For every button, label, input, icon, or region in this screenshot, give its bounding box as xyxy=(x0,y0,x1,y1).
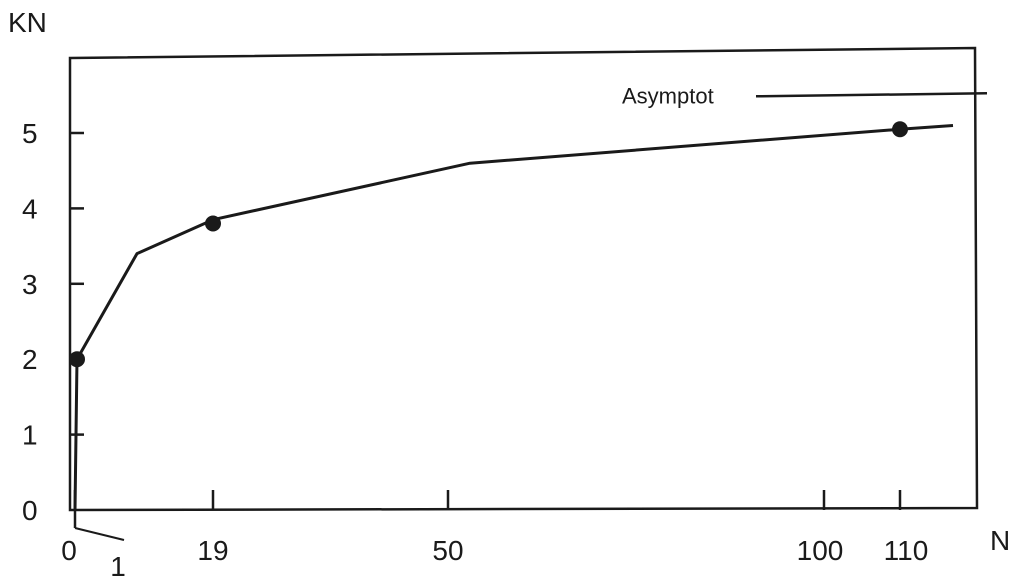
annotation-layer: Asymptot xyxy=(622,83,988,108)
y-tick-label: 1 xyxy=(22,420,38,451)
x-tick-label: 100 xyxy=(797,535,844,566)
x-axis-ticks: 0 1 19 50 100 110 xyxy=(61,490,928,578)
data-point-marker xyxy=(205,215,221,232)
data-point-marker xyxy=(69,351,85,368)
y-tick-label: 5 xyxy=(22,118,38,149)
asymptote-line xyxy=(755,92,988,98)
series-line xyxy=(73,124,954,511)
x-tick-label: 110 xyxy=(884,535,929,566)
x-axis-title: N xyxy=(990,525,1010,556)
y-tick-label: 2 xyxy=(22,344,38,375)
data-point-marker xyxy=(892,121,908,138)
plot-frame xyxy=(68,46,979,512)
y-axis-title: KN xyxy=(8,7,47,38)
y-tick-label: 4 xyxy=(22,193,38,224)
x-tick-leader xyxy=(74,527,125,541)
marker-layer xyxy=(69,121,908,368)
x-tick-label: 1 xyxy=(110,551,126,578)
x-tick-label: 50 xyxy=(432,535,463,566)
y-tick-label: 3 xyxy=(22,269,38,300)
x-tick-label: 19 xyxy=(197,535,228,566)
x-tick-label: 0 xyxy=(61,535,77,566)
asymptote-label: Asymptot xyxy=(622,83,714,108)
series-layer xyxy=(73,124,954,511)
y-tick-label: 0 xyxy=(22,495,38,526)
